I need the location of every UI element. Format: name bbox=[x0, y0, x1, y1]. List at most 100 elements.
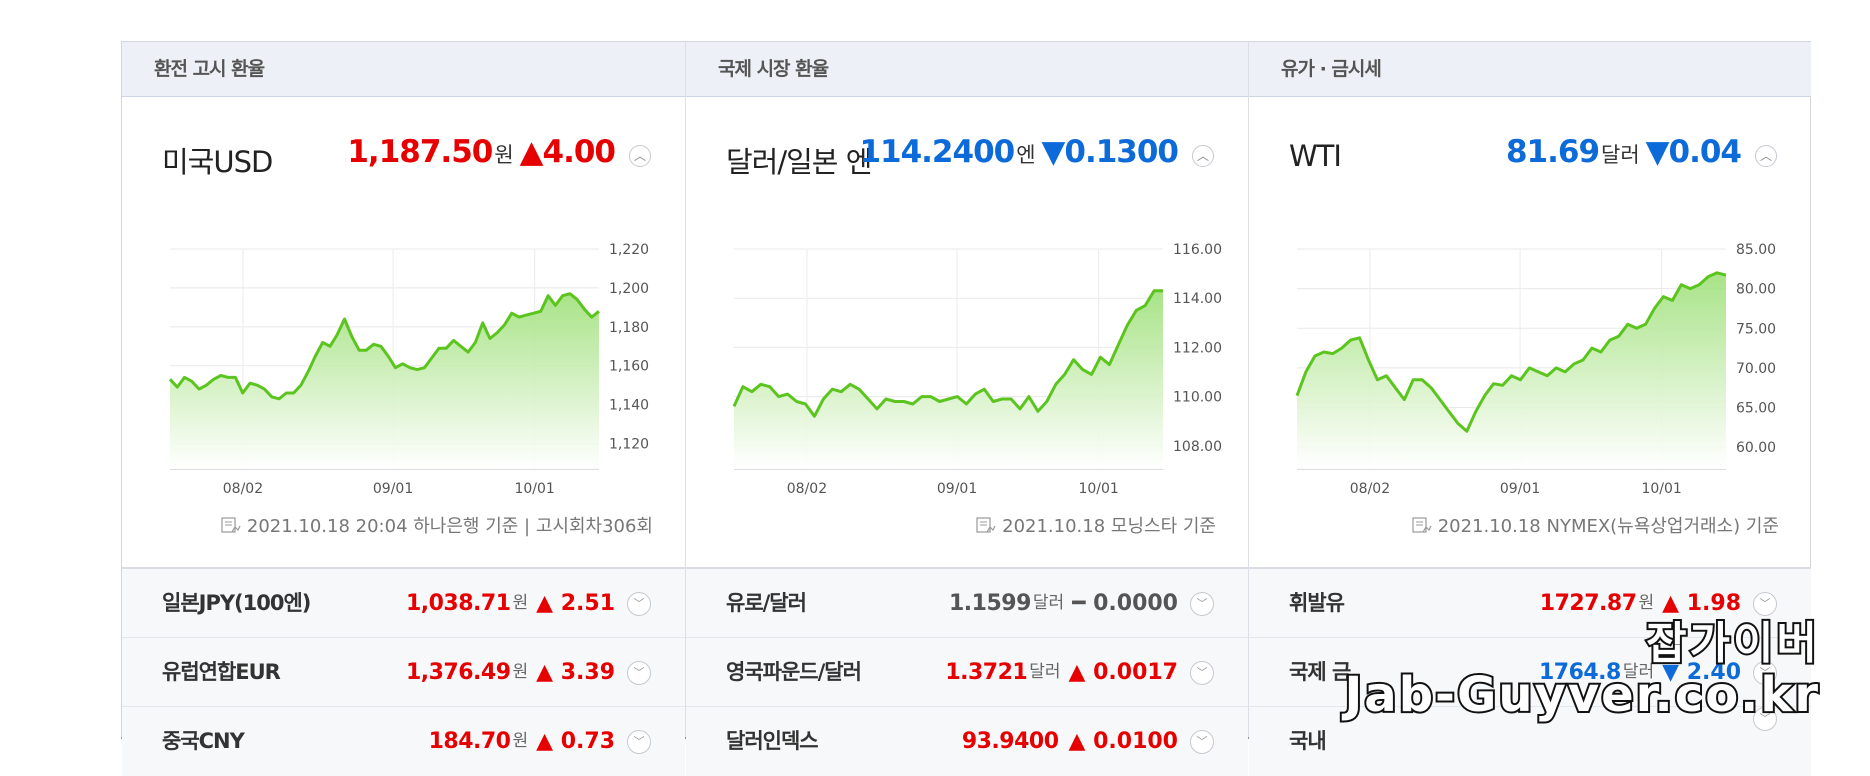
rate-row-unit: 원 bbox=[1638, 593, 1655, 613]
series-area bbox=[734, 290, 1163, 469]
rate-row-name[interactable]: 일본JPY(100엔) bbox=[162, 591, 311, 615]
series-line bbox=[168, 292, 600, 401]
chevron-down-icon[interactable]: ﹀ bbox=[1190, 591, 1214, 616]
main-title[interactable]: WTI bbox=[1289, 139, 1342, 173]
series-line bbox=[732, 289, 1163, 418]
rate-row-quote: ﹀ bbox=[1731, 707, 1777, 731]
rate-row-unit: 원 bbox=[512, 731, 529, 751]
column-header[interactable]: 유가 · 금시세 bbox=[1249, 42, 1811, 97]
rate-row-name[interactable]: 영국파운드/달러 bbox=[726, 660, 862, 684]
chevron-down-icon[interactable]: ﹀ bbox=[1753, 660, 1777, 685]
rate-list: 일본JPY(100엔) 1,038.71 원 ▲ 2.51 ﹀ 유럽연합EUR 1,376.… bbox=[122, 567, 685, 776]
chevron-down-icon[interactable]: ﹀ bbox=[627, 591, 651, 616]
main-value: 1,187.50 bbox=[347, 134, 493, 170]
chart-doc-icon bbox=[1412, 516, 1432, 534]
rate-row[interactable]: 국내 ﹀ bbox=[1249, 707, 1811, 776]
rate-row[interactable]: 유럽연합EUR 1,376.49 원 ▲ 3.39 ﹀ bbox=[122, 638, 685, 707]
rate-chart: 1,220 1,200 1,180 1,160 1,140 1,120 08/02 09/01… bbox=[122, 227, 685, 547]
rate-row-name[interactable]: 유로/달러 bbox=[726, 591, 807, 615]
rate-row-value: 1.3721 bbox=[945, 660, 1028, 685]
chart-svg: 116.00 114.00 112.00 110.00 108.00 08/02 09/01… bbox=[732, 242, 1222, 497]
chevron-down-icon[interactable]: ﹀ bbox=[1190, 660, 1214, 685]
y-tick-label: 112.00 bbox=[1173, 340, 1222, 356]
main-unit: 달러 bbox=[1601, 143, 1640, 167]
main-change: ▼0.04 bbox=[1645, 134, 1742, 170]
chevron-up-icon[interactable]: ︿ bbox=[1755, 145, 1777, 167]
chevron-up-icon[interactable]: ︿ bbox=[629, 145, 651, 167]
watermark-line1: 잡가이버 bbox=[1644, 618, 1820, 670]
y-tick-label: 110.00 bbox=[1173, 390, 1222, 406]
rate-row-name[interactable]: 국제 금 bbox=[1289, 660, 1351, 684]
x-tick-label: 08/02 bbox=[787, 481, 827, 497]
column-header[interactable]: 환전 고시 환율 bbox=[122, 42, 685, 97]
chevron-down-icon[interactable]: ﹀ bbox=[1753, 707, 1777, 731]
main-quote-panel[interactable]: 달러/일본 엔 114.2400 엔 ▼0.1300 ︿ 116.00 114.0… bbox=[686, 97, 1248, 567]
main-title[interactable]: 미국USD bbox=[162, 145, 273, 179]
y-tick-label: 85.00 bbox=[1736, 242, 1776, 258]
main-title[interactable]: 달러/일본 엔 bbox=[726, 145, 872, 179]
y-tick-label: 1,120 bbox=[609, 437, 649, 453]
y-tick-label: 65.00 bbox=[1736, 401, 1776, 417]
column-header[interactable]: 국제 시장 환율 bbox=[686, 42, 1248, 97]
rate-row-name[interactable]: 유럽연합EUR bbox=[162, 660, 281, 684]
column-exchange-notice: 환전 고시 환율 미국USD 1,187.50 원 ▲4.00 ︿ 1,220 1… bbox=[122, 42, 685, 776]
main-value: 81.69 bbox=[1505, 134, 1600, 170]
x-tick-label: 08/02 bbox=[1350, 481, 1390, 497]
x-tick-label: 10/01 bbox=[1641, 481, 1681, 497]
x-tick-label: 10/01 bbox=[1078, 481, 1118, 497]
rate-row-change: ▲ 0.73 bbox=[536, 729, 615, 754]
rate-row-quote: 1.1599 달러 ━ 0.0000 ﹀ bbox=[949, 569, 1214, 638]
rate-row[interactable]: 유로/달러 1.1599 달러 ━ 0.0000 ﹀ bbox=[686, 569, 1248, 638]
rate-row-value: 1,038.71 bbox=[405, 591, 511, 616]
rate-row[interactable]: 중국CNY 184.70 원 ▲ 0.73 ﹀ bbox=[122, 707, 685, 776]
rate-row-value: 1727.87 bbox=[1539, 591, 1637, 616]
rate-row-name[interactable]: 휘발유 bbox=[1289, 591, 1345, 615]
rate-row-change: ▲ 1.98 bbox=[1662, 591, 1741, 616]
rate-row-name[interactable]: 달러인덱스 bbox=[726, 729, 819, 753]
x-tick-label: 10/01 bbox=[514, 481, 554, 497]
rate-row-name[interactable]: 중국CNY bbox=[162, 729, 245, 753]
chevron-down-icon[interactable]: ﹀ bbox=[627, 660, 651, 685]
source-note: 2021.10.18 모닝스타 기준 bbox=[976, 512, 1216, 538]
rate-row-change: ━ 0.0000 bbox=[1072, 591, 1178, 616]
main-change: ▼0.1300 bbox=[1041, 134, 1179, 170]
rate-row[interactable]: 달러인덱스 93.9400 ▲ 0.0100 ﹀ bbox=[686, 707, 1248, 776]
chart-svg: 85.00 80.00 75.00 70.00 65.00 60.00 08/02 09/01… bbox=[1295, 242, 1776, 497]
rate-row[interactable]: 휘발유 1727.87 원 ▲ 1.98 ﹀ bbox=[1249, 569, 1811, 638]
y-tick-label: 70.00 bbox=[1736, 361, 1776, 377]
y-tick-label: 108.00 bbox=[1173, 439, 1222, 455]
rate-row-unit: 달러 bbox=[1032, 593, 1065, 613]
rate-row-name[interactable]: 국내 bbox=[1289, 729, 1327, 753]
chart-doc-icon bbox=[221, 516, 241, 534]
rate-row-change: ▲ 0.0100 bbox=[1068, 729, 1178, 754]
chevron-down-icon[interactable]: ﹀ bbox=[1753, 591, 1777, 616]
x-tick-label: 08/02 bbox=[223, 481, 263, 497]
series-area bbox=[1297, 272, 1726, 469]
y-tick-label: 80.00 bbox=[1736, 282, 1776, 298]
main-quote: 81.69 달러 ▼0.04 ︿ bbox=[1506, 134, 1777, 170]
exchange-rate-widget: 환전 고시 환율 미국USD 1,187.50 원 ▲4.00 ︿ 1,220 1… bbox=[121, 41, 1811, 776]
main-quote-panel[interactable]: 미국USD 1,187.50 원 ▲4.00 ︿ 1,220 1,200 1,180… bbox=[122, 97, 685, 567]
rate-row-quote: 1.3721 달러 ▲ 0.0017 ﹀ bbox=[945, 638, 1214, 707]
rate-list: 휘발유 1727.87 원 ▲ 1.98 ﹀ 국제 금 1764.8 달러 ▼ 2.40 ﹀ 국내 ﹀ bbox=[1249, 567, 1811, 776]
column-international-market: 국제 시장 환율 달러/일본 엔 114.2400 엔 ▼0.1300 ︿ 11… bbox=[685, 42, 1248, 776]
rate-row-value: 93.9400 bbox=[961, 729, 1059, 754]
rate-list: 유로/달러 1.1599 달러 ━ 0.0000 ﹀ 영국파운드/달러 1.3721 달러 ▲ … bbox=[686, 567, 1248, 776]
series-line bbox=[1295, 271, 1727, 433]
rate-row[interactable]: 일본JPY(100엔) 1,038.71 원 ▲ 2.51 ﹀ bbox=[122, 569, 685, 638]
y-tick-label: 114.00 bbox=[1173, 291, 1222, 307]
rate-row-value: 184.70 bbox=[428, 729, 511, 754]
rate-row-value: 1,376.49 bbox=[405, 660, 511, 685]
rate-row[interactable]: 영국파운드/달러 1.3721 달러 ▲ 0.0017 ﹀ bbox=[686, 638, 1248, 707]
main-quote-panel[interactable]: WTI 81.69 달러 ▼0.04 ︿ 85.00 80.00 75.00 70.0… bbox=[1249, 97, 1811, 567]
x-tick-label: 09/01 bbox=[373, 481, 413, 497]
rate-row[interactable]: 국제 금 1764.8 달러 ▼ 2.40 ﹀ bbox=[1249, 638, 1811, 707]
chevron-down-icon[interactable]: ﹀ bbox=[1190, 729, 1214, 754]
rate-row-quote: 1,038.71 원 ▲ 2.51 ﹀ bbox=[406, 569, 651, 638]
rate-row-quote: 1727.87 원 ▲ 1.98 ﹀ bbox=[1540, 569, 1777, 638]
chevron-down-icon[interactable]: ﹀ bbox=[627, 729, 651, 754]
chevron-up-icon[interactable]: ︿ bbox=[1192, 145, 1214, 167]
rate-row-value: 1.1599 bbox=[949, 591, 1031, 616]
rate-row-change: ▲ 3.39 bbox=[536, 660, 615, 685]
rate-row-unit: 원 bbox=[512, 593, 529, 613]
